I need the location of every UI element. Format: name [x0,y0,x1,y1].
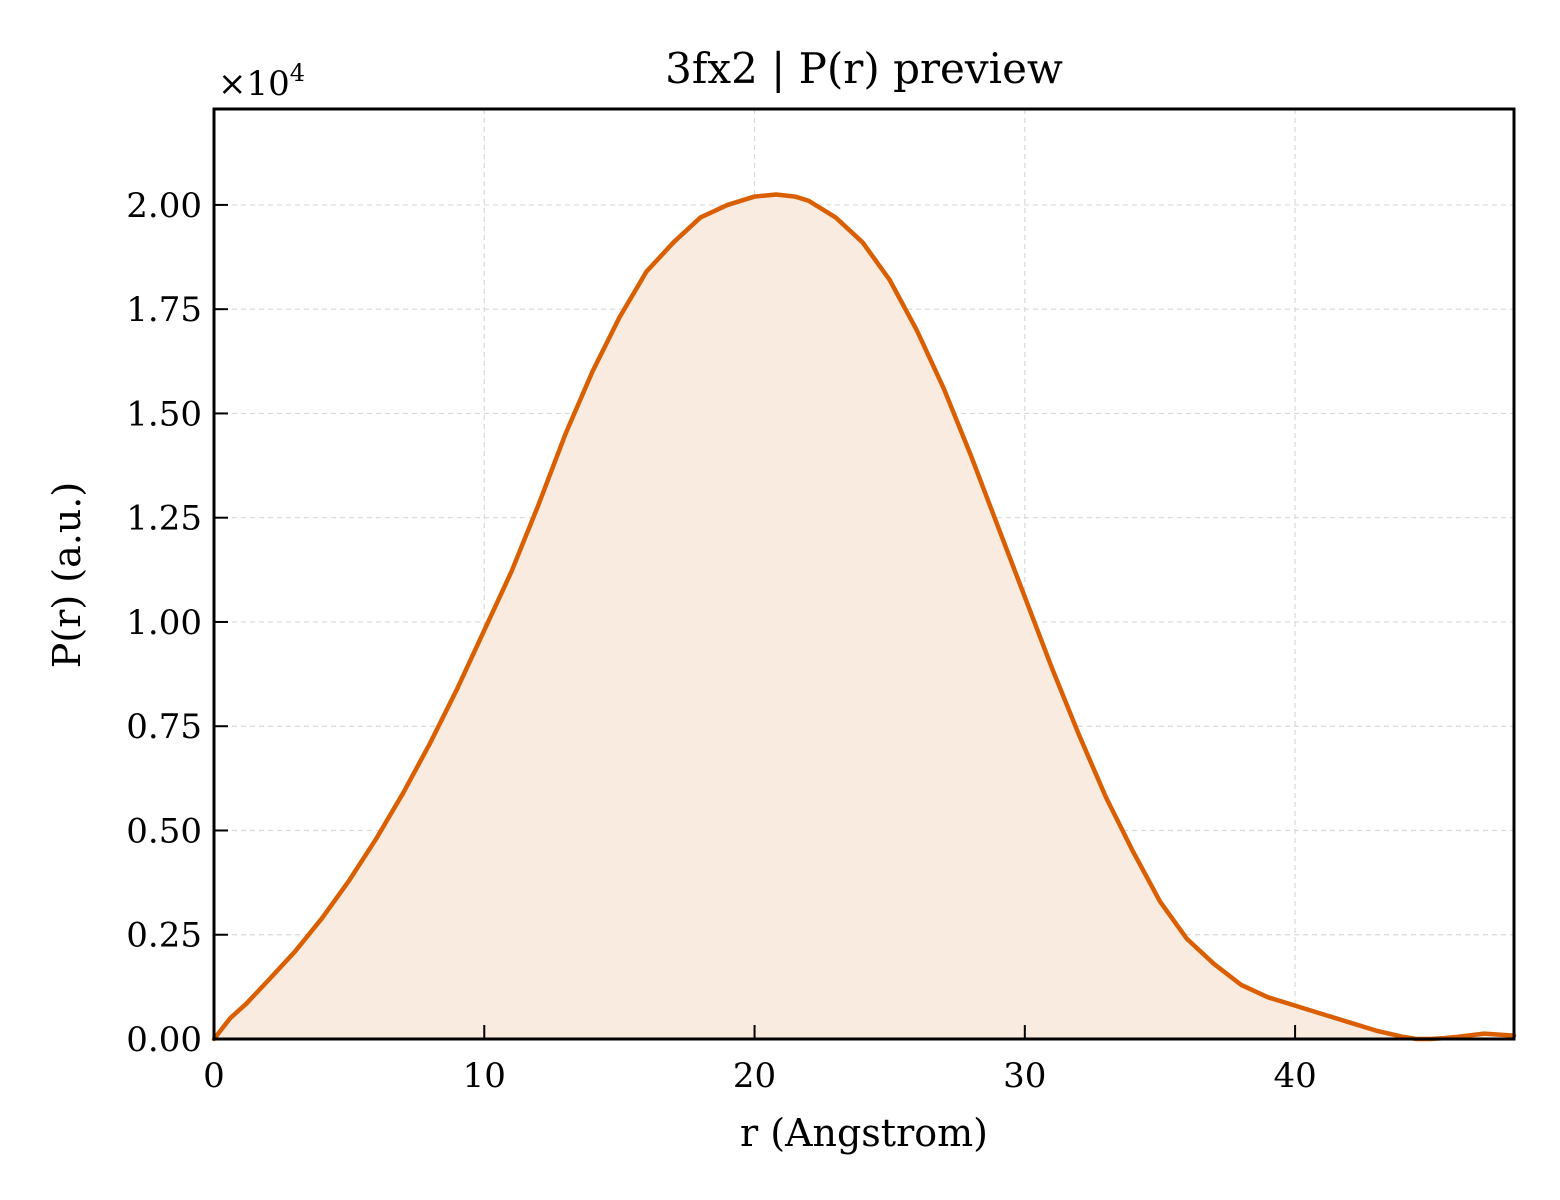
plot-frame [212,107,1516,1041]
y-multiplier-exponent: 4 [290,59,305,87]
axis-ticks: 0 10 20 30 40 0.00 0.25 0.50 0.75 1.00 1.25 1.50 1.7… [126,186,1316,1096]
y-axis-title: P(r) (a.u.) [45,482,89,668]
chart-title: 3fx2 | P(r) preview [665,44,1063,93]
y-tick-label: 0.50 [126,811,202,851]
y-tick-label: 1.75 [126,290,202,330]
y-tick-label: 0.25 [126,916,202,956]
y-tick-label: 0.75 [126,707,202,747]
y-axis-multiplier: ×104 [218,59,305,104]
x-axis-title: r (Angstrom) [740,1111,988,1155]
y-tick-label: 1.25 [126,499,202,539]
y-tick-label: 0.00 [126,1020,202,1060]
area-fill [214,194,1514,1040]
y-multiplier-base: ×10 [218,64,290,104]
y-tick-label: 1.00 [126,603,202,643]
x-tick-label: 40 [1273,1056,1316,1096]
x-tick-label: 10 [463,1056,506,1096]
x-tick-label: 30 [1003,1056,1046,1096]
y-tick-label: 2.00 [126,186,202,226]
x-tick-label: 0 [203,1056,225,1096]
y-tick-label: 1.50 [126,394,202,434]
series-line [211,192,1517,1042]
x-tick-label: 20 [733,1056,776,1096]
